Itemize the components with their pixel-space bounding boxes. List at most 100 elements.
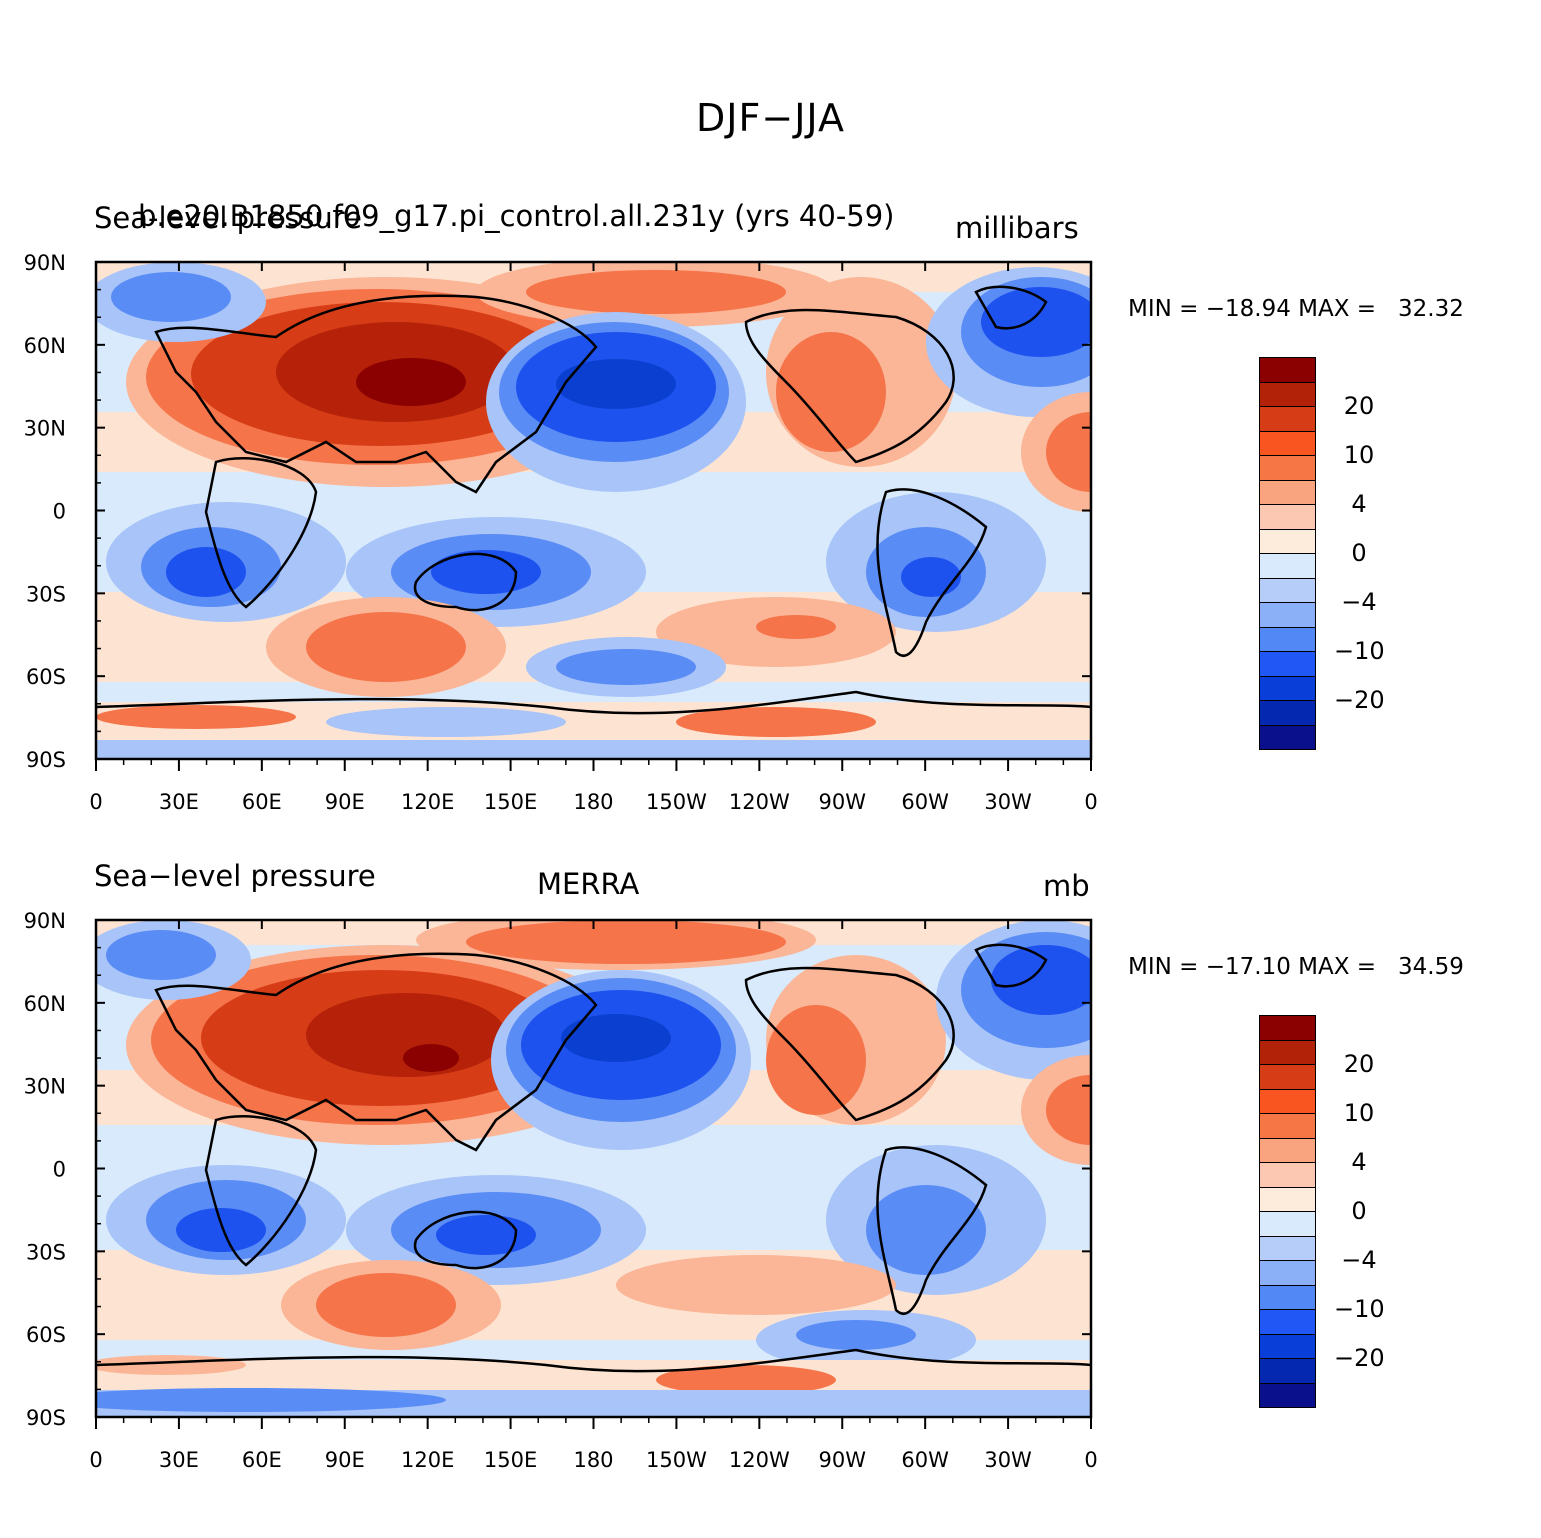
panel1-lat-label: 90N [24,251,66,275]
panel2-lon-label: 90W [819,1448,867,1472]
panel2-colorbar-label: −20 [1334,1344,1385,1372]
panel1-contour-field [96,262,1091,759]
panel1-colorbar-label: 10 [1343,441,1375,469]
panel1-lon-ticks: 0 30E 60E 90E 120E 150E 180 150W 120W 90W 60W 30W 0 [89,262,1098,814]
panel2-lat-label: 90S [26,1406,66,1430]
panel1-colorbar-swatch [1259,675,1316,700]
panel1-colorbar-label: 4 [1351,490,1367,518]
panel1-lon-label: 180 [573,790,613,814]
panel2-lon-label: 60W [901,1448,949,1472]
panel1-colorbar-swatch [1259,553,1316,578]
panel2-lon-label: 0 [89,1448,102,1472]
panel1-lon-label: 60W [901,790,949,814]
panel1-min-max: MIN = −18.94 MAX = 32.32 [1128,296,1464,322]
panel2-lat-label: 60S [26,1323,66,1347]
panel2-lon-ticks: 0 30E 60E 90E 120E 150E 180 150W 120W 90W 60W 30W 0 [89,920,1098,1472]
panel1-colorbar-label: −20 [1334,686,1385,714]
panel2-colorbar-swatch [1259,1284,1316,1309]
figure-title: DJF−JJA [696,96,845,140]
panel1-lat-label: 60N [24,334,66,358]
panel1-lon-label: 60E [242,790,282,814]
panel2-lon-label: 120E [401,1448,454,1472]
panel2-colorbar-swatch [1259,1137,1316,1162]
panel2-lon-label: 30E [159,1448,199,1472]
panel2-colorbar-swatch [1259,1309,1316,1334]
panel1-lon-label: 120W [729,790,790,814]
panel1-lat-label: 90S [26,748,66,772]
panel1-colorbar-edge [1259,749,1316,750]
panel2-colorbar-swatch [1259,1015,1316,1040]
panel2-colorbar-label: −10 [1334,1295,1385,1323]
panel2-colorbar-swatch [1259,1113,1316,1138]
panel1-right-label: millibars [955,211,1079,245]
panel2-colorbar-label: 0 [1351,1197,1367,1225]
panel2-lon-label: 0 [1084,1448,1097,1472]
panel2-lon-label: 90E [325,1448,365,1472]
panel1-lon-label: 0 [89,790,102,814]
panel1-lat-label: 30S [26,582,66,606]
panel1-colorbar: 20 10 4 0 −4 −10 −20 [1259,357,1385,750]
panel1-colorbar-swatch [1259,479,1316,504]
panel2-colorbar-label: −4 [1341,1246,1377,1274]
panel1-colorbar-label: −10 [1334,637,1385,665]
panel2-colorbar-swatch [1259,1186,1316,1211]
panel2-colorbar-swatch [1259,1235,1316,1260]
panel1-left-label: Sea-level pressure [94,201,362,235]
panel2-colorbar-swatch [1259,1382,1316,1407]
panel2-lon-label: 30W [984,1448,1032,1472]
panel1-colorbar-swatch [1259,700,1316,725]
panel1-lon-label: 120E [401,790,454,814]
panel1-lon-label: 150W [646,790,707,814]
panel1-colorbar-swatch [1259,724,1316,749]
panel2-colorbar-swatch [1259,1064,1316,1089]
panel2-colorbar-label: 4 [1351,1148,1367,1176]
panel2-lon-label: 150E [484,1448,537,1472]
panel2-colorbar-swatch [1259,1333,1316,1358]
panel2-lat-label: 90N [24,909,66,933]
panel1-lon-label: 90W [819,790,867,814]
panel1-lon-label: 90E [325,790,365,814]
panel2-colorbar-swatch [1259,1211,1316,1236]
panel2-right-label: mb [1043,869,1090,903]
panel2-left-label: Sea−level pressure [94,859,376,893]
panel1-colorbar-label: 20 [1343,392,1375,420]
panel2-colorbar-swatch [1259,1162,1316,1187]
panel2-colorbar-swatch [1259,1358,1316,1383]
panel1-colorbar-swatch [1259,406,1316,431]
panel2-colorbar-swatch [1259,1260,1316,1285]
panel1-colorbar-label: −4 [1341,588,1377,616]
panel1-center-label: b.e20.B1850.f09_g17.pi_control.all.231y … [138,199,895,233]
panel1-lat-label: 0 [53,500,66,524]
panel1-lon-label: 30E [159,790,199,814]
panel2-colorbar: 20 10 4 0 −4 −10 −20 [1259,1015,1385,1408]
panel1-lat-label: 60S [26,665,66,689]
panel1-lon-label: 30W [984,790,1032,814]
panel2-colorbar-swatch [1259,1088,1316,1113]
panel1-map [96,262,1091,759]
panel2-lon-label: 150W [646,1448,707,1472]
panel1-lat-ticks: 90N 60N 30N 0 30S 60S 90S [24,251,1091,772]
panel1-colorbar-swatch [1259,357,1316,382]
panel2-colorbar-swatch [1259,1039,1316,1064]
panel1-colorbar-swatch [1259,430,1316,455]
panel2-contour-field [96,920,1091,1417]
panel1-colorbar-swatch [1259,626,1316,651]
panel2-lon-label: 180 [573,1448,613,1472]
panel1-colorbar-swatch [1259,651,1316,676]
panel2-lon-label: 120W [729,1448,790,1472]
panel1-colorbar-swatch [1259,504,1316,529]
panel2-frame [94,918,1093,1419]
panel2-lat-ticks: 90N 60N 30N 0 30S 60S 90S [24,909,1091,1430]
panel2-map [96,920,1091,1417]
panel2-min-max: MIN = −17.10 MAX = 34.59 [1128,954,1464,980]
panel1-colorbar-swatch [1259,602,1316,627]
panel1-colorbar-swatch [1259,381,1316,406]
panel1-colorbar-swatch [1259,455,1316,480]
panel1-lon-label: 0 [1084,790,1097,814]
panel1-colorbar-swatch [1259,528,1316,553]
panel2-lat-label: 30S [26,1240,66,1264]
panel1-lon-label: 150E [484,790,537,814]
panel2-center-label: MERRA [537,867,640,901]
